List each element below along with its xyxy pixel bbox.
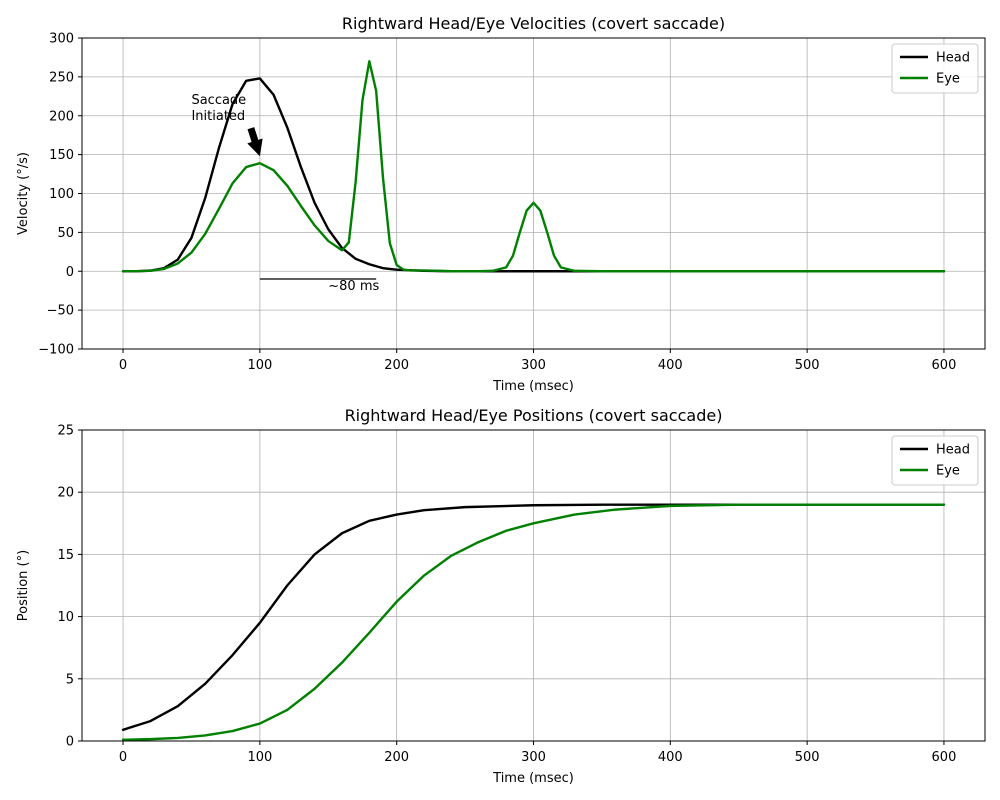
position-x-axis-label: Time (msec) xyxy=(492,771,574,786)
x-tick-label: 600 xyxy=(932,750,957,765)
x-tick-label: 600 xyxy=(932,358,957,373)
velocity-series-eye xyxy=(121,60,946,273)
interval-label: ~80 ms xyxy=(328,279,379,294)
y-tick-label: 300 xyxy=(49,32,74,47)
velocity-x-axis-label: Time (msec) xyxy=(492,379,574,394)
x-tick-label: 100 xyxy=(247,750,272,765)
y-tick-label: 200 xyxy=(49,109,74,124)
saccade-arrow-icon xyxy=(247,127,263,157)
position-y-axis-label: Position (°) xyxy=(16,550,31,621)
y-tick-label: 15 xyxy=(57,548,74,563)
y-tick-label: 100 xyxy=(49,187,74,202)
x-tick-label: 400 xyxy=(658,750,683,765)
x-tick-label: 300 xyxy=(521,358,546,373)
velocity-chart: Saccade Initiated ~80 ms 0 100 200 300 400 50… xyxy=(16,14,986,394)
x-tick-label: 200 xyxy=(384,358,409,373)
y-tick-label: 150 xyxy=(49,148,74,163)
y-tick-label: 10 xyxy=(57,610,74,625)
x-tick-label: 500 xyxy=(795,358,820,373)
y-tick-label: 25 xyxy=(57,424,74,439)
velocity-legend-label-head: Head xyxy=(936,51,970,66)
saccade-label-line1: Saccade xyxy=(191,93,246,108)
y-tick-label: 5 xyxy=(66,672,74,687)
position-chart-title: Rightward Head/Eye Positions (covert sac… xyxy=(345,406,723,425)
position-legend: Head Eye xyxy=(891,435,979,486)
y-tick-label: 0 xyxy=(66,735,74,750)
velocity-series xyxy=(121,60,946,273)
x-tick-label: 200 xyxy=(384,750,409,765)
x-tick-label: 300 xyxy=(521,750,546,765)
velocity-y-ticks: −100 −50 0 50 100 150 200 250 300 xyxy=(38,32,82,358)
position-series xyxy=(121,503,946,741)
position-x-ticks: 0 100 200 300 400 500 600 xyxy=(119,741,956,765)
velocity-x-ticks: 0 100 200 300 400 500 600 xyxy=(119,349,956,373)
x-tick-label: 100 xyxy=(247,358,272,373)
position-legend-label-head: Head xyxy=(936,443,970,458)
saccade-label-line2: Initiated xyxy=(191,109,245,124)
y-tick-label: 50 xyxy=(57,226,74,241)
y-tick-label: 250 xyxy=(49,70,74,85)
velocity-chart-title: Rightward Head/Eye Velocities (covert sa… xyxy=(342,14,725,33)
x-tick-label: 0 xyxy=(119,750,127,765)
y-tick-label: −100 xyxy=(38,343,74,358)
velocity-annotations: Saccade Initiated ~80 ms xyxy=(191,93,379,294)
x-tick-label: 400 xyxy=(658,358,683,373)
y-tick-label: 0 xyxy=(66,265,74,280)
position-chart: 0 100 200 300 400 500 600 0 5 10 15 20 25 Rightward… xyxy=(16,406,986,786)
velocity-legend-label-eye: Eye xyxy=(936,72,960,87)
position-series-eye xyxy=(121,503,946,741)
position-y-ticks: 0 5 10 15 20 25 xyxy=(57,424,82,750)
velocity-legend: Head Eye xyxy=(891,43,979,94)
position-legend-label-eye: Eye xyxy=(936,464,960,479)
velocity-y-axis-label: Velocity (°/s) xyxy=(16,152,31,235)
x-tick-label: 0 xyxy=(119,358,127,373)
x-tick-label: 500 xyxy=(795,750,820,765)
y-tick-label: 20 xyxy=(57,486,74,501)
y-tick-label: −50 xyxy=(47,304,74,319)
